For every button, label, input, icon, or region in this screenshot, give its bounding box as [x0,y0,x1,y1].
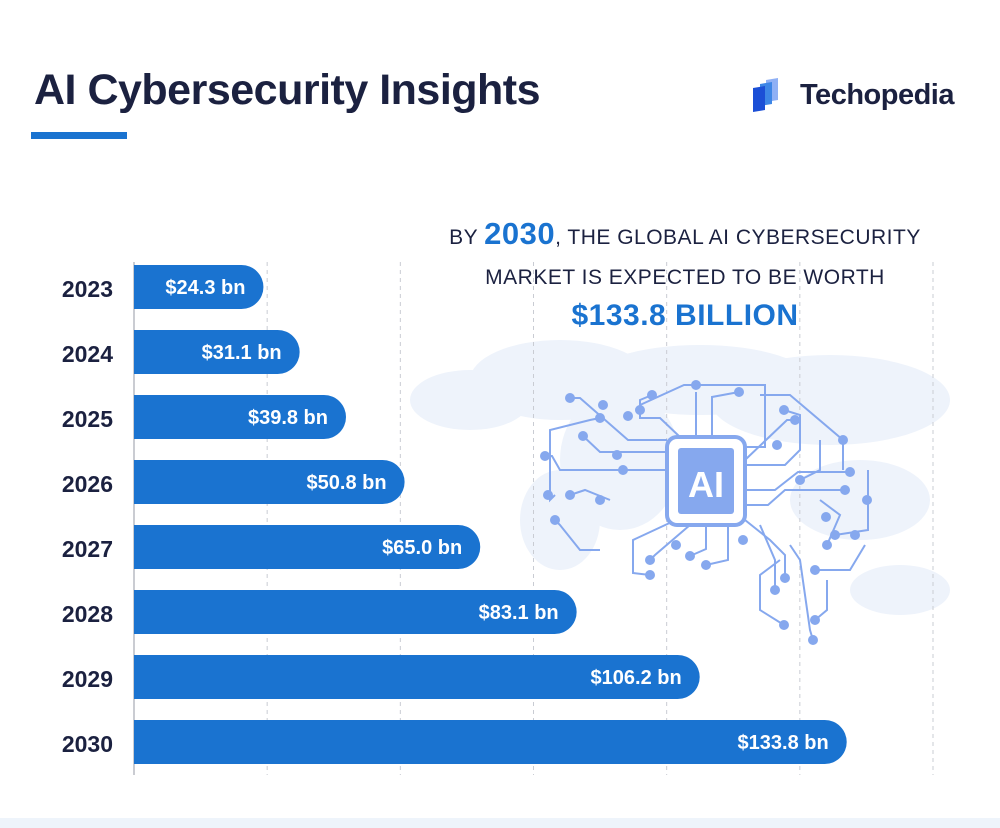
circuit-node [738,535,748,545]
ai-circuit-brain-icon: AI [540,380,872,645]
circuit-node [645,570,655,580]
techopedia-logo-icon [753,78,778,112]
circuit-node [810,565,820,575]
category-label-2024: 2024 [62,341,113,367]
world-map-background [410,340,950,615]
circuit-node [618,465,628,475]
circuit-node [772,440,782,450]
category-label-2026: 2026 [62,471,113,497]
headline-prefix: BY [449,226,485,249]
circuit-node [810,615,820,625]
circuit-node [565,393,575,403]
circuit-trace [834,470,869,536]
circuit-node [770,585,780,595]
headline-line1: , THE GLOBAL AI CYBERSECURITY [555,226,921,249]
headline-line2: MARKET IS EXPECTED TO BE WORTH [485,266,885,289]
circuit-trace [711,391,740,437]
circuit-node [685,551,695,561]
circuit-trace [799,440,821,481]
category-label-2028: 2028 [62,601,113,627]
circuit-trace [689,525,707,557]
data-label-2028: $83.1 bn [479,602,559,624]
brand-name: Techopedia [800,78,955,111]
headline-year: 2030 [484,216,556,251]
circuit-node [550,515,560,525]
bar-2025 [134,395,347,439]
circuit-node [598,400,608,410]
circuit-trace [734,409,801,466]
circuit-trace [814,580,828,621]
data-label-2025: $39.8 bn [248,407,328,429]
circuit-node [821,512,831,522]
circuit-node [850,530,860,540]
category-label-2030: 2030 [62,731,113,757]
bar-2029 [134,655,700,699]
circuit-node [647,390,657,400]
circuit-trace [759,524,776,590]
circuit-trace [745,489,845,506]
data-label-2030: $133.8 bn [738,732,829,754]
circuit-node [779,405,789,415]
data-label-2024: $31.1 bn [202,342,282,364]
circuit-trace [759,559,785,626]
circuit-node [565,490,575,500]
category-label-2023: 2023 [62,276,113,302]
circuit-node [840,485,850,495]
bar-2028 [134,590,577,634]
circuit-node [780,573,790,583]
circuit-node [822,540,832,550]
circuit-trace [705,525,729,566]
circuit-node [795,475,805,485]
bar-2023 [134,265,264,309]
circuit-node [691,380,701,390]
bar-2030 [134,720,847,764]
bar-2027 [134,525,481,569]
circuit-trace [639,394,681,438]
bar-2026 [134,460,405,504]
page-title: AI Cybersecurity Insights [34,66,541,114]
circuit-node [595,495,605,505]
circuit-node [845,467,855,477]
title-underline [31,132,127,139]
circuit-trace [744,519,786,578]
data-label-2029: $106.2 bn [591,667,682,689]
circuit-node [838,435,848,445]
circuit-trace [760,394,844,470]
circuit-trace [582,435,667,453]
circuit-node [612,450,622,460]
data-label-2027: $65.0 bn [382,537,462,559]
category-label-2025: 2025 [62,406,113,432]
circuit-node [635,405,645,415]
circuit-trace [789,544,814,641]
ai-chip-core [678,448,734,514]
circuit-trace [815,544,866,571]
circuit-trace [632,519,677,576]
circuit-trace [745,471,850,491]
circuit-node [578,431,588,441]
category-label-2027: 2027 [62,536,113,562]
techopedia-logo: Techopedia [752,78,955,112]
circuit-node [671,540,681,550]
footer-band [0,818,1000,828]
circuit-node [623,411,633,421]
data-label-2023: $24.3 bn [165,277,245,299]
circuit-node [543,490,553,500]
headline: BY 2030, THE GLOBAL AI CYBERSECURITY MAR… [400,214,970,334]
ai-chip-label: AI [688,464,724,505]
circuit-node [645,555,655,565]
headline-value: $133.8 BILLION [571,299,799,332]
circuit-node [540,451,550,461]
circuit-node [701,560,711,570]
circuit-node [790,415,800,425]
circuit-node [830,530,840,540]
circuit-node [862,495,872,505]
circuit-node [779,620,789,630]
data-label-2026: $50.8 bn [307,472,387,494]
circuit-node [595,413,605,423]
circuit-node [734,387,744,397]
bar-2024 [134,330,300,374]
category-label-2029: 2029 [62,666,113,692]
circuit-node [808,635,818,645]
